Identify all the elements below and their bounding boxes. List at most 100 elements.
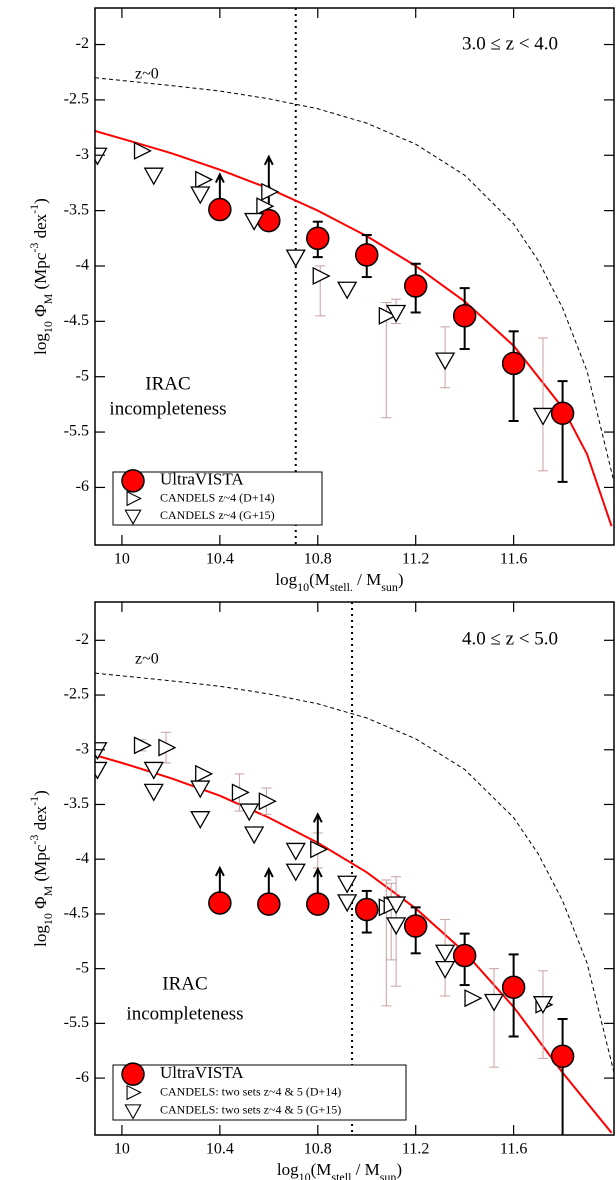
- marker: [208, 197, 232, 222]
- x-tick-label: 10.8: [304, 551, 332, 568]
- z0-curve: [95, 77, 614, 483]
- marker: [483, 993, 505, 1012]
- y-tick-label: -3.5: [64, 795, 89, 812]
- marker: [126, 1084, 142, 1101]
- legend-box: [112, 1064, 407, 1121]
- legend-label: UltraVISTA: [160, 470, 244, 489]
- z0-curve: [95, 672, 614, 1073]
- error-bar: [538, 337, 549, 472]
- y-tick-label: -4.5: [64, 905, 89, 922]
- marker: [133, 736, 152, 755]
- marker: [434, 960, 456, 979]
- y-axis-label: log10 ΦM (Mpc-3 dex-1): [27, 790, 55, 947]
- label-part: (M: [311, 1160, 332, 1179]
- y-tick-label: -5.5: [64, 1014, 89, 1031]
- marker: [258, 792, 277, 811]
- marker: [403, 274, 428, 298]
- label-part: stell: [331, 1170, 352, 1180]
- arrow-head: [263, 154, 274, 166]
- marker: [452, 304, 477, 328]
- x-tick-label: 10: [114, 1141, 130, 1158]
- annotation: IRAC: [162, 973, 207, 994]
- label-part: Φ: [31, 896, 50, 913]
- plot-frame: [94, 601, 615, 1136]
- legend-label: CANDELS z~4 (D+14): [160, 490, 275, 504]
- marker: [452, 943, 477, 968]
- label-part: -1: [27, 796, 41, 806]
- label-part: ): [31, 198, 50, 204]
- x-tick-label: 10: [114, 551, 130, 568]
- marker: [244, 826, 265, 845]
- annotation: incompleteness: [109, 398, 226, 419]
- label-part: -1: [27, 204, 41, 214]
- error-bar: [557, 1017, 568, 1135]
- y-tick-label: -3.5: [64, 201, 89, 218]
- marker: [124, 1104, 142, 1120]
- marker: [386, 896, 407, 915]
- arrow-head: [312, 866, 323, 878]
- x-tick-label: 10.4: [206, 551, 234, 568]
- x-tick-label: 11.2: [402, 551, 429, 568]
- x-tick-label: 11.6: [500, 1141, 527, 1158]
- error-bar: [508, 330, 519, 422]
- y-tick-label: -2.5: [64, 686, 89, 703]
- y-tick-label: -4: [76, 850, 89, 867]
- arrow-head: [214, 865, 225, 877]
- label-part: ): [31, 790, 50, 796]
- marker: [285, 249, 306, 268]
- label-part: Φ: [31, 304, 50, 321]
- annotation: 4.0 ≤ z < 5.0: [462, 628, 558, 649]
- marker: [312, 266, 331, 285]
- label-part: stell.: [330, 580, 353, 594]
- fit-curve: [95, 129, 613, 527]
- marker: [306, 892, 330, 916]
- label-part: ): [398, 570, 404, 589]
- marker: [121, 469, 145, 493]
- y-tick-label: -4: [76, 257, 89, 274]
- x-tick-label: 11.2: [402, 1141, 429, 1158]
- label-part: (Mpc: [31, 844, 50, 886]
- marker: [285, 842, 306, 861]
- plot-area: [95, 8, 614, 545]
- plot-frame: [94, 7, 615, 546]
- y-tick-label: -6: [76, 1069, 89, 1086]
- marker: [354, 897, 379, 922]
- label-part: / M: [353, 570, 381, 589]
- marker: [158, 738, 177, 757]
- marker: [95, 761, 108, 780]
- legend-label: UltraVISTA: [160, 1063, 244, 1082]
- label-part: log: [31, 925, 50, 947]
- label-part: M: [41, 885, 55, 896]
- marker: [143, 167, 164, 186]
- label-part: (Mpc: [31, 252, 50, 294]
- annotation: 3.0 ≤ z < 4.0: [462, 33, 558, 54]
- legend-label: CANDELS z~4 (G+15): [160, 508, 275, 522]
- y-tick-label: -5: [76, 367, 89, 384]
- error-bar: [557, 380, 568, 483]
- marker: [434, 944, 456, 963]
- legend-box: [112, 471, 323, 526]
- marker: [403, 914, 428, 938]
- marker: [337, 875, 358, 894]
- label-part: -3: [27, 243, 41, 253]
- marker: [195, 764, 214, 783]
- marker: [464, 989, 483, 1008]
- marker: [133, 141, 152, 160]
- label-part: 10: [41, 321, 55, 333]
- label-part: log: [31, 333, 50, 355]
- marker: [532, 407, 554, 426]
- annotation: z~0: [135, 651, 159, 668]
- marker: [257, 892, 281, 916]
- marker: [434, 352, 456, 371]
- label-part: dex: [31, 805, 50, 834]
- label-part: / M: [351, 1160, 379, 1179]
- legend-label: CANDELS: two sets z~4 & 5 (G+15): [160, 1103, 341, 1117]
- marker: [95, 742, 108, 761]
- marker: [244, 212, 265, 231]
- marker: [261, 182, 280, 201]
- marker: [378, 306, 397, 325]
- x-tick-label: 10.8: [304, 1141, 332, 1158]
- arrow-head: [263, 866, 274, 878]
- annotation: z~0: [135, 66, 159, 83]
